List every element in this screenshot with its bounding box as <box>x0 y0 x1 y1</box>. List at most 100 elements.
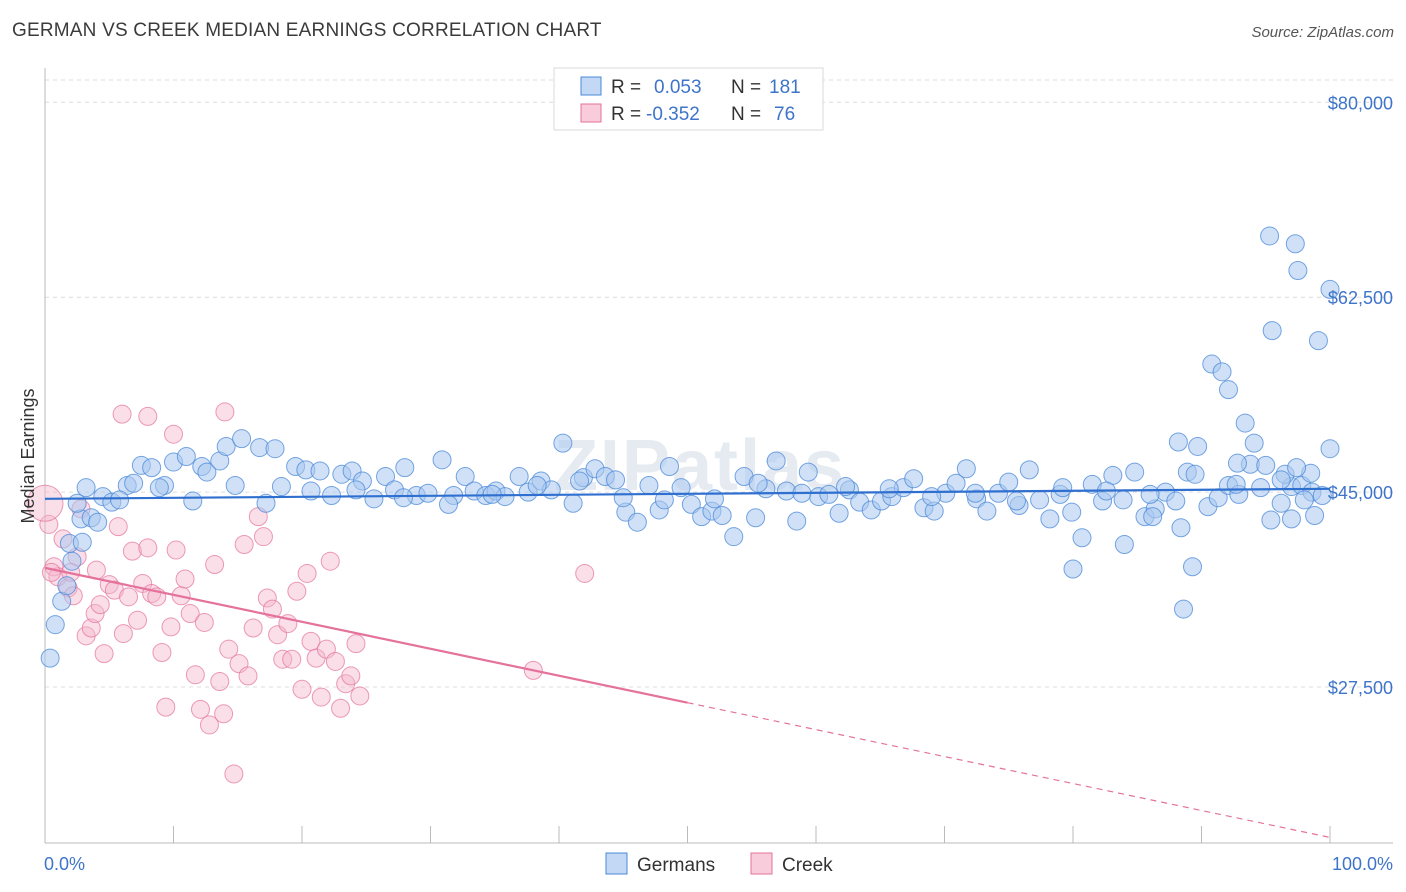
germans-point <box>1143 507 1163 527</box>
axes <box>44 68 1393 844</box>
creek-point <box>311 687 331 707</box>
germans-point <box>76 478 96 498</box>
germans-point <box>836 477 856 497</box>
creek-point <box>292 679 312 699</box>
germans-n-label: N = <box>731 77 761 98</box>
germans-point <box>1320 279 1340 299</box>
germans-point <box>1305 506 1325 526</box>
x-tick-label: 0.0% <box>44 854 85 874</box>
creek-point <box>253 527 273 547</box>
germans-point <box>613 488 633 508</box>
creek-point <box>215 402 235 422</box>
creek-trend-extension <box>687 702 1331 839</box>
germans-point <box>766 451 786 471</box>
creek-point <box>128 610 148 630</box>
germans-point <box>1312 485 1332 505</box>
creek-point <box>39 514 59 534</box>
germans-point <box>1294 490 1314 510</box>
germans-point <box>271 477 291 497</box>
germans-trend-line <box>44 487 1331 500</box>
germans-point <box>829 503 849 523</box>
germans-point <box>176 446 196 466</box>
germans-point <box>265 439 285 459</box>
germans-point <box>1185 464 1205 484</box>
germans-r-value: 0.053 <box>654 77 702 98</box>
germans-point <box>1320 439 1340 459</box>
germans-point <box>197 462 217 482</box>
germans-point <box>225 475 245 495</box>
germans-point <box>1063 559 1083 579</box>
germans-point <box>1174 599 1194 619</box>
germans-point <box>879 479 899 499</box>
creek-point <box>138 406 158 426</box>
x-tick-labels: 0.0% 100.0% <box>44 854 1393 874</box>
germans-point <box>62 551 82 571</box>
creek-point <box>210 671 230 691</box>
germans-point <box>88 512 108 532</box>
germans-point <box>606 470 626 490</box>
creek-point <box>180 604 200 624</box>
creek-point <box>234 534 254 554</box>
germans-point <box>956 459 976 479</box>
creek-point <box>346 634 366 654</box>
creek-point <box>219 639 239 659</box>
germans-point <box>563 493 583 513</box>
series-legend: Germans Creek <box>605 852 833 876</box>
germans-point <box>1171 518 1191 538</box>
germans-point <box>418 483 438 503</box>
creek-point <box>341 666 361 686</box>
creek-point <box>320 551 340 571</box>
germans-point <box>660 457 680 477</box>
germans-point <box>1288 260 1308 280</box>
germans-point <box>627 512 647 532</box>
germans-point <box>681 494 701 514</box>
germans-point <box>527 475 547 495</box>
creek-point <box>90 595 110 615</box>
germans-point <box>232 429 252 449</box>
germans-point <box>977 501 997 521</box>
germans-point <box>1019 460 1039 480</box>
germans-point <box>1308 331 1328 351</box>
creek-point <box>156 697 176 717</box>
creek-n-value: 76 <box>774 104 795 125</box>
creek-point <box>81 618 101 638</box>
germans-point <box>346 480 366 500</box>
germans-point <box>1235 413 1255 433</box>
creek-point <box>164 424 183 444</box>
germans-point <box>1006 491 1026 511</box>
creek-point <box>85 604 105 624</box>
germans-points <box>40 226 1340 668</box>
germans-point <box>364 489 384 509</box>
germans-point <box>1166 491 1186 511</box>
creek-point <box>122 541 142 561</box>
germans-point <box>712 506 732 526</box>
germans-point <box>1260 226 1280 246</box>
creek-point <box>26 484 64 522</box>
y-tick-label: $80,000 <box>1328 93 1393 113</box>
germans-point <box>438 494 458 514</box>
germans-point <box>1287 458 1307 478</box>
y-tick-label: $62,500 <box>1328 288 1393 308</box>
creek-legend-label: Creek <box>782 855 833 876</box>
source-label: Source: ZipAtlas.com <box>1251 24 1394 41</box>
germans-point <box>509 467 529 487</box>
y-tick-label: $27,500 <box>1328 678 1393 698</box>
creek-point <box>297 563 317 583</box>
x-tick-label: 100.0% <box>1332 854 1393 874</box>
germans-point <box>999 472 1019 492</box>
chart-title: GERMAN VS CREEK MEDIAN EARNINGS CORRELAT… <box>12 20 602 41</box>
germans-point <box>1113 490 1133 510</box>
germans-point <box>72 532 92 552</box>
creek-trend-line <box>44 566 688 704</box>
germans-point <box>922 487 942 507</box>
creek-point <box>113 624 133 644</box>
germans-point <box>110 490 130 510</box>
germans-point <box>1183 557 1203 577</box>
germans-point <box>149 478 169 498</box>
germans-point <box>798 462 818 482</box>
gridlines <box>45 79 1393 688</box>
germans-point <box>1285 234 1305 254</box>
germans-r-label: R = <box>611 77 641 98</box>
creek-point <box>161 617 181 637</box>
creek-legend-swatch <box>580 103 602 123</box>
